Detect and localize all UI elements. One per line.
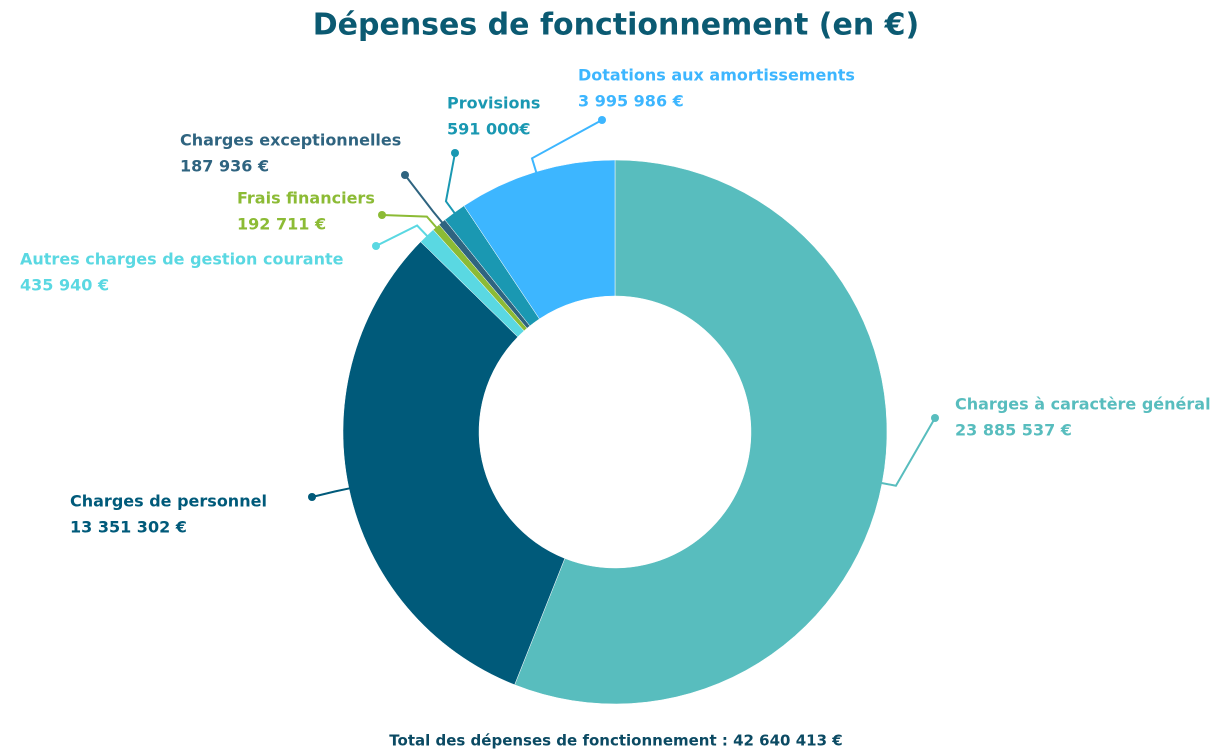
leader-dot bbox=[451, 149, 459, 157]
segment-value: 3 995 986 € bbox=[578, 92, 684, 111]
segment-value: 435 940 € bbox=[20, 276, 109, 295]
segment-value: 591 000€ bbox=[447, 120, 531, 139]
leader-line bbox=[381, 214, 439, 230]
leader-dot bbox=[598, 116, 606, 124]
segment-value: 13 351 302 € bbox=[70, 518, 187, 537]
leader-dot bbox=[372, 242, 380, 250]
leader-line bbox=[880, 417, 936, 487]
donut-segment bbox=[514, 159, 888, 705]
leader-line bbox=[404, 174, 444, 225]
total-annotation: Total des dépenses de fonctionnement : 4… bbox=[389, 732, 842, 750]
leader-dot bbox=[308, 493, 316, 501]
segment-label: Frais financiers bbox=[237, 189, 375, 208]
leader-dot bbox=[378, 211, 386, 219]
segment-value: 192 711 € bbox=[237, 215, 326, 234]
segment-label: Charges à caractère général bbox=[955, 395, 1211, 414]
segment-label: Charges de personnel bbox=[70, 492, 267, 511]
segment-label: Autres charges de gestion courante bbox=[20, 250, 344, 269]
leader-dot bbox=[931, 414, 939, 422]
segment-value: 23 885 537 € bbox=[955, 421, 1072, 440]
chart-title: Dépenses de fonctionnement (en €) bbox=[313, 8, 920, 43]
donut-segment bbox=[463, 159, 616, 320]
leader-line bbox=[530, 119, 603, 174]
donut-segment bbox=[342, 241, 566, 686]
leader-dot bbox=[401, 171, 409, 179]
leader-line bbox=[444, 152, 457, 215]
segment-label: Charges exceptionnelles bbox=[180, 131, 401, 150]
segment-label: Dotations aux amortissements bbox=[578, 66, 855, 85]
leader-line bbox=[375, 224, 429, 247]
segment-label: Provisions bbox=[447, 94, 540, 113]
leader-line bbox=[311, 487, 352, 498]
segment-value: 187 936 € bbox=[180, 157, 269, 176]
